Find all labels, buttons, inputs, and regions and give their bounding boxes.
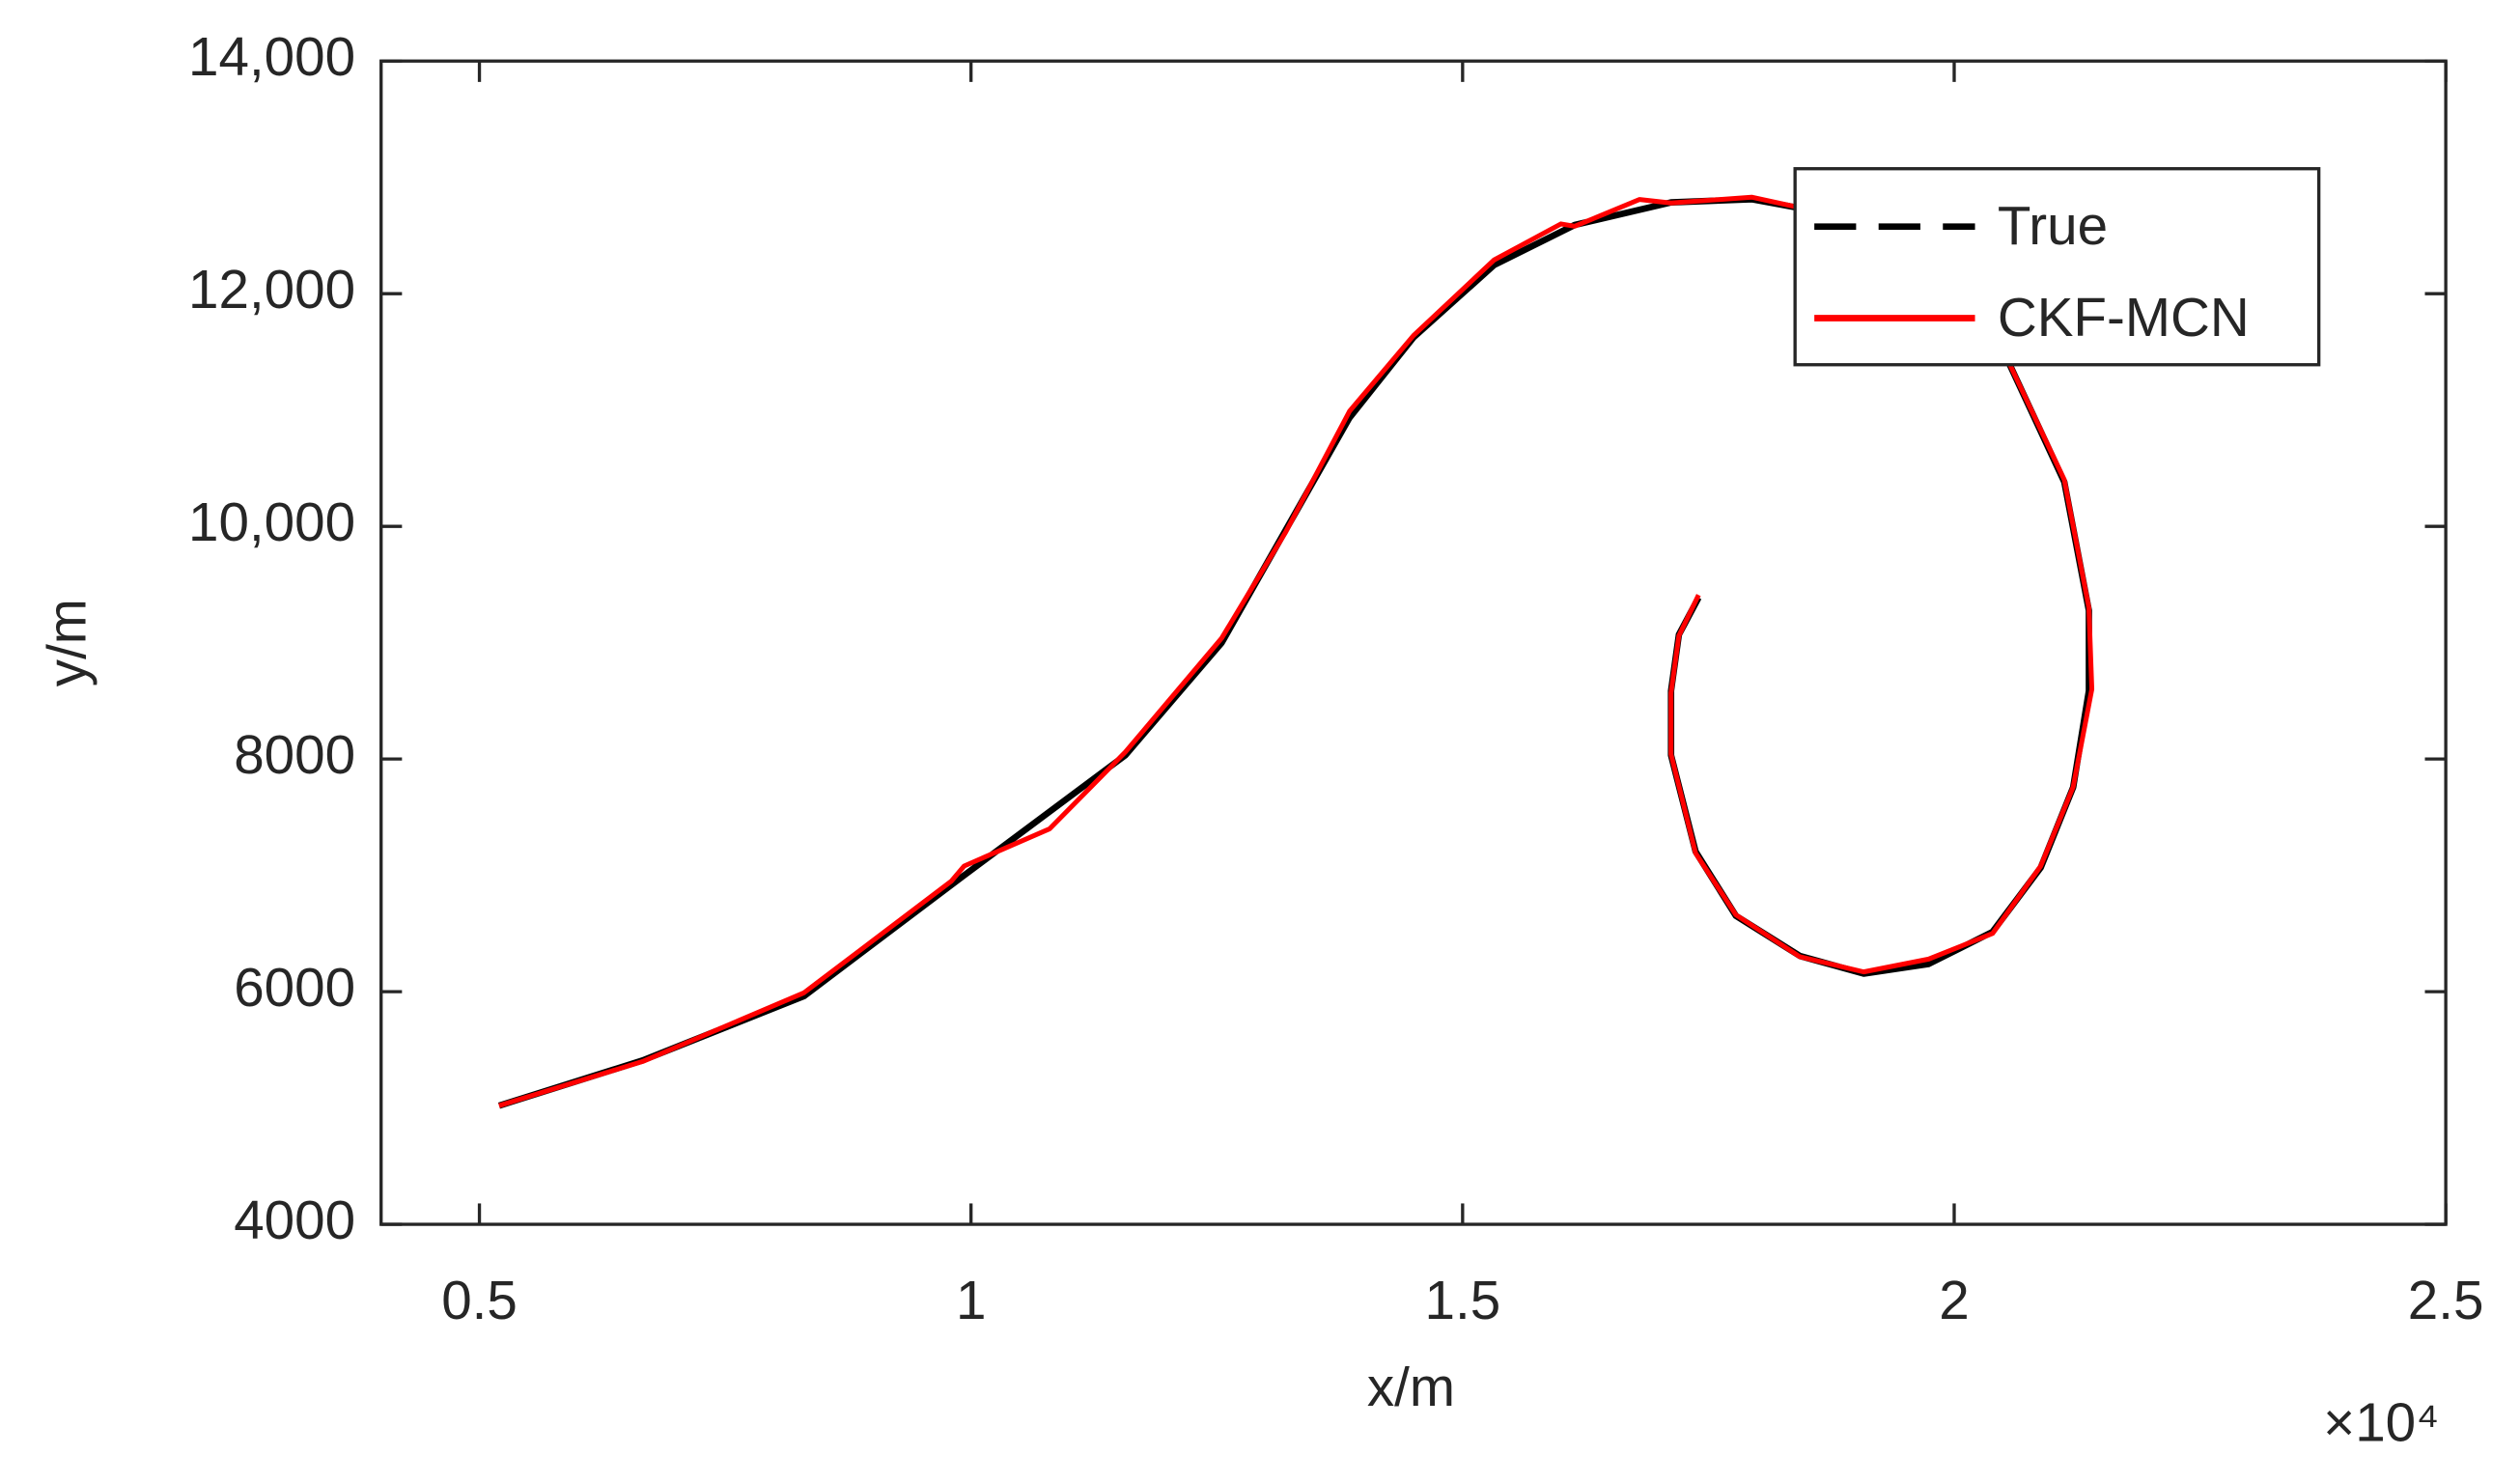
- y-tick-label: 8000: [234, 724, 355, 785]
- x-tick-label: 1.5: [1425, 1270, 1501, 1330]
- y-tick-label: 14,000: [188, 26, 355, 87]
- legend-label: True: [1998, 195, 2108, 256]
- x-tick-label: 2.5: [2408, 1270, 2484, 1330]
- x-multiplier: ×10⁴: [2323, 1392, 2439, 1453]
- y-tick-label: 6000: [234, 957, 355, 1018]
- x-axis-label: x/m: [1367, 1357, 1455, 1417]
- y-axis-label: y/m: [36, 599, 97, 686]
- y-tick-label: 4000: [234, 1189, 355, 1250]
- x-tick-label: 2: [1939, 1270, 1969, 1330]
- axes-box: [379, 59, 2448, 1226]
- y-tick-label: 12,000: [188, 259, 355, 320]
- legend-box: [1793, 167, 2321, 367]
- legend-label: CKF-MCN: [1998, 287, 2250, 348]
- x-tick-label: 0.5: [441, 1270, 518, 1330]
- x-tick-label: 1: [956, 1270, 986, 1330]
- y-tick-label: 10,000: [188, 491, 355, 552]
